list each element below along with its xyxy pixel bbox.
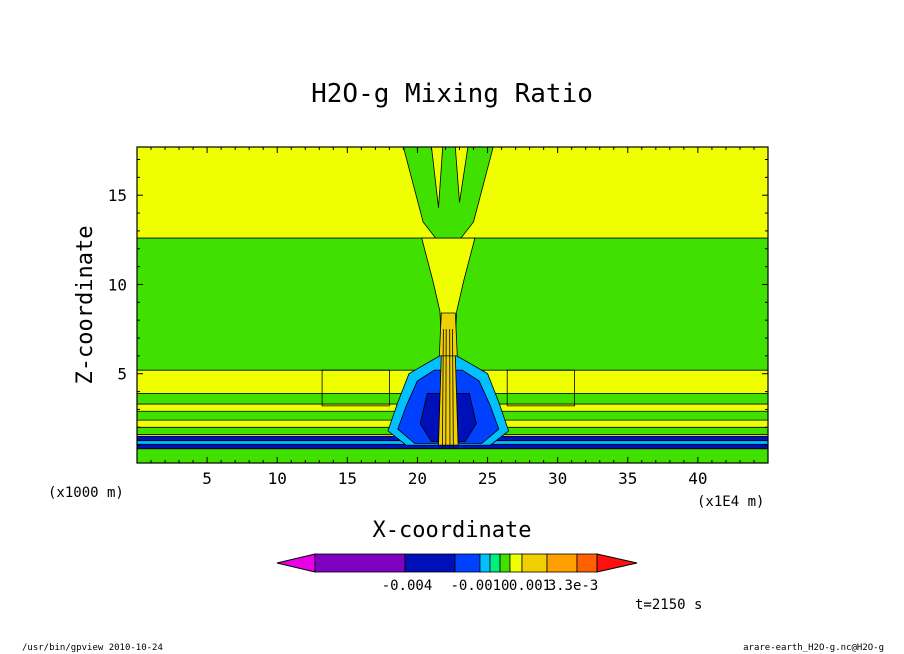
colorbar-swatch [499, 553, 511, 573]
colorbar-swatch [454, 553, 481, 573]
lens-right-outline [506, 369, 575, 407]
x-unit-label: (x1E4 m) [697, 494, 764, 510]
x-axis-title: X-coordinate [373, 518, 532, 543]
x-tick-label: 20 [408, 469, 427, 488]
x-tick-label: 40 [688, 469, 707, 488]
plot-frame [136, 146, 769, 464]
x-tick-label: 35 [618, 469, 637, 488]
colorbar-swatch [404, 553, 456, 573]
colorbar-swatch [479, 553, 491, 573]
colorbar-tick-label: -0.004 [382, 578, 433, 594]
time-label: t=2150 s [635, 597, 702, 613]
layer-green-surface [137, 448, 768, 463]
y-tick-label: 10 [108, 275, 127, 294]
x-tick-label: 10 [268, 469, 287, 488]
plume-core-line [442, 329, 444, 449]
plume-upper-finger-left [431, 147, 444, 208]
y-unit-label: (x1000 m) [48, 485, 124, 501]
colorbar-swatch [314, 553, 406, 573]
colorbar-swatch [546, 553, 578, 573]
colorbar-tick-label: -0.0010 [450, 578, 509, 594]
y-axis: 5 10 15 [108, 158, 768, 446]
x-tick-label: 15 [338, 469, 357, 488]
lens-left-outline [321, 369, 390, 407]
x-axis: 5 10 15 20 25 30 35 40 [150, 147, 755, 488]
y-tick-label: 5 [117, 365, 127, 384]
colorbar-swatch [509, 553, 523, 573]
colorbar-arrow-left [276, 553, 316, 573]
colorbar-tick-label: 0.001 [509, 578, 551, 594]
y-tick-label: 15 [108, 186, 127, 205]
chart-title: H2O-g Mixing Ratio [311, 79, 593, 109]
x-tick-label: 25 [478, 469, 497, 488]
footer-left: /usr/bin/gpview 2010-10-24 [22, 643, 163, 653]
contour-field [137, 147, 768, 463]
colorbar-arrow-right [596, 553, 638, 573]
footer-right: arare-earth_H2O-g.nc@H2O-g [743, 643, 884, 653]
colorbar-swatch [489, 553, 501, 573]
y-axis-title: Z-coordinate [73, 226, 98, 385]
colorbar-tick-label: 3.3e-3 [548, 578, 599, 594]
x-tick-label: 5 [202, 469, 212, 488]
plume-upper-finger-right [454, 147, 469, 203]
colorbar-swatch [576, 553, 598, 573]
plume-core-line [452, 329, 454, 449]
x-tick-label: 30 [548, 469, 567, 488]
plume-lower-core [438, 355, 459, 446]
colorbar-swatch [521, 553, 548, 573]
